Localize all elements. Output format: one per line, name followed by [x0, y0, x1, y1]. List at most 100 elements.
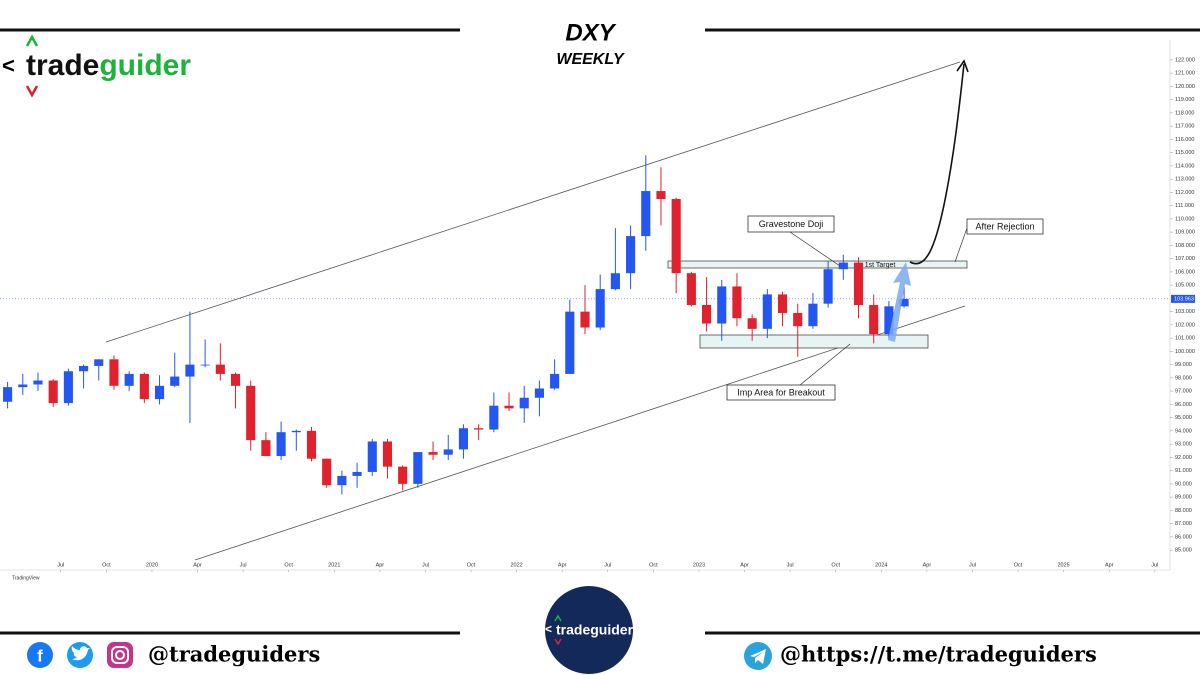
- y-tick-label: 102.000: [1175, 322, 1195, 328]
- y-tick-label: 92.000: [1175, 455, 1192, 461]
- telegram-link[interactable]: @https://t.me/tradeguiders: [780, 642, 1097, 667]
- instagram-glyph: [115, 650, 125, 660]
- instagram-icon[interactable]: [107, 642, 133, 668]
- x-tick-label: 2023: [693, 562, 705, 568]
- target-zone: [667, 260, 968, 269]
- y-tick-label: 100.000: [1175, 349, 1195, 355]
- x-tick-label: Apr: [193, 562, 202, 568]
- x-tick-label: 2025: [1058, 562, 1070, 568]
- channel-upper: [105, 61, 961, 343]
- y-tick-label: 89.000: [1175, 495, 1192, 501]
- candle-body: [94, 359, 104, 366]
- candle-body: [3, 387, 13, 402]
- candle-body: [853, 262, 864, 305]
- x-tick-label: Jul: [422, 562, 429, 568]
- x-tick-label: Oct: [649, 562, 658, 568]
- candle-body: [443, 449, 453, 455]
- annotation-box: [726, 384, 836, 401]
- y-tick-label: 110.000: [1175, 216, 1194, 222]
- candle-body: [534, 388, 544, 398]
- annotation-box: [747, 215, 835, 233]
- candle-body: [337, 475, 347, 486]
- y-tick-label: 105.000: [1175, 283, 1195, 289]
- candle-body: [170, 376, 180, 386]
- candle-body: [884, 306, 894, 335]
- y-tick-label: 107.000: [1175, 256, 1195, 262]
- x-tick-label: 2020: [146, 562, 158, 568]
- candle-body: [732, 286, 742, 319]
- candle-body: [869, 305, 879, 335]
- y-tick-label: 117.000: [1175, 124, 1194, 130]
- y-tick-label: 86.000: [1175, 534, 1192, 540]
- candle-body: [793, 312, 803, 327]
- y-tick-label: 121.000: [1175, 71, 1195, 77]
- candles: [3, 155, 909, 495]
- x-tick-label: Apr: [923, 562, 932, 568]
- logo-a: trade: [26, 49, 99, 82]
- badge: [545, 586, 633, 674]
- facebook-icon[interactable]: [27, 642, 53, 668]
- candle-body: [246, 385, 256, 441]
- watermark: TradingView: [12, 575, 40, 581]
- logo-text: tradeguider: [26, 49, 191, 82]
- candle-body: [63, 371, 73, 404]
- candle-body: [489, 405, 499, 430]
- projection-arrow: [909, 63, 965, 265]
- candle-body: [382, 441, 393, 467]
- x-tick-label: Jul: [604, 562, 611, 568]
- x-tick-label: Oct: [1014, 562, 1023, 568]
- x-tick-label: Apr: [740, 562, 749, 568]
- annotation: Imp Area for Breakout: [737, 387, 825, 397]
- y-tick-label: 94.000: [1175, 428, 1192, 434]
- candle-body: [428, 452, 438, 455]
- instagram-glyph: [111, 646, 129, 664]
- social-handle[interactable]: @tradeguiders: [148, 642, 320, 667]
- candle-body: [215, 364, 225, 374]
- breakout-zone: [699, 334, 929, 349]
- telegram-glyph: [750, 649, 766, 664]
- x-tick-label: 2022: [510, 562, 522, 568]
- candle-body: [656, 191, 666, 199]
- candle-body: [641, 191, 651, 237]
- y-tick-label: 99.000: [1175, 362, 1192, 368]
- x-tick-label: 2024: [875, 562, 887, 568]
- annotation: 1st Target: [865, 262, 896, 269]
- logo-down: [25, 85, 39, 98]
- candle-body: [762, 294, 772, 329]
- candle-body: [79, 365, 89, 372]
- blue-arrow: [888, 262, 911, 342]
- candle-body: [626, 236, 636, 274]
- y-tick-label: 90.000: [1175, 481, 1192, 487]
- candle-body: [550, 373, 560, 389]
- y-tick-label: 93.000: [1175, 442, 1192, 448]
- candle-body: [747, 318, 757, 329]
- leader: [799, 343, 851, 386]
- y-tick-label: 98.000: [1175, 375, 1192, 381]
- candle-body: [154, 385, 165, 400]
- candle-body: [838, 262, 848, 270]
- x-tick-label: Oct: [831, 562, 840, 568]
- y-tick-label: 96.000: [1175, 402, 1192, 408]
- candle-body: [580, 311, 590, 328]
- annotation: Gravestone Doji: [759, 219, 824, 229]
- y-tick-label: 106.000: [1175, 269, 1195, 275]
- candle-body: [610, 273, 620, 290]
- y-tick-label: 101.000: [1175, 336, 1195, 342]
- x-tick-label: Jul: [787, 562, 794, 568]
- candle-body: [398, 466, 408, 484]
- price-tag: [1171, 294, 1195, 303]
- y-tick-label: 112.000: [1175, 190, 1194, 196]
- y-tick-label: 114.000: [1175, 163, 1194, 169]
- x-tick-label: Jul: [57, 562, 64, 568]
- candle-body: [504, 405, 514, 409]
- y-tick-label: 109.000: [1175, 230, 1195, 236]
- x-tick-label: Apr: [1105, 562, 1114, 568]
- candle-body: [322, 458, 332, 486]
- y-tick-label: 111.000: [1175, 203, 1194, 209]
- candle-body: [686, 273, 696, 305]
- candle-body: [124, 373, 134, 386]
- twitter-glyph: [71, 646, 90, 661]
- candle-body: [291, 430, 301, 433]
